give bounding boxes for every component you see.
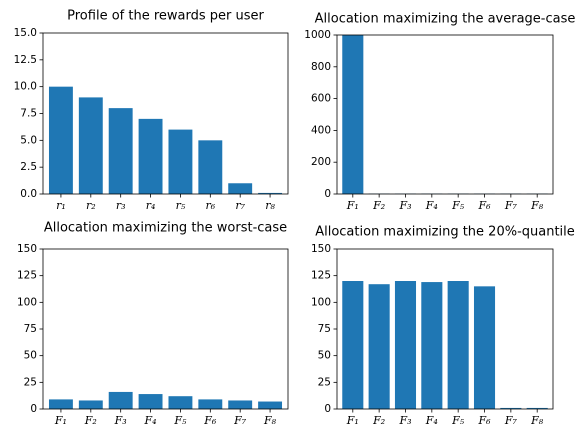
axes-frame [336, 248, 554, 410]
x-tick-label: F₄ [425, 199, 438, 212]
x-tick-label: F₆ [203, 414, 217, 424]
bar [258, 192, 283, 194]
axes-frame [336, 34, 554, 195]
y-tick-label: 150 [311, 243, 331, 255]
y-tick-label: 600 [311, 93, 331, 105]
x-tick-label: F₈ [530, 199, 544, 212]
y-tick-label: 125 [311, 270, 331, 282]
bar [368, 284, 390, 409]
bar [228, 400, 253, 409]
y-tick-label: 12.5 [14, 54, 37, 66]
y-tick-label: 100 [311, 296, 331, 308]
y-tick-label: 150 [17, 243, 37, 255]
x-tick-label: r₄ [146, 199, 156, 212]
x-tick-label: F₁ [346, 414, 359, 424]
y-tick-label: 2.5 [20, 161, 37, 173]
axes-frame [42, 248, 289, 410]
y-tick-label: 100 [17, 296, 37, 308]
y-tick-label: 0 [324, 188, 331, 200]
bar [168, 396, 193, 409]
y-tick-label: 7.5 [20, 108, 37, 120]
x-tick-label: F₈ [530, 414, 544, 424]
x-tick-label: F₂ [84, 414, 97, 424]
x-tick-label: F₅ [451, 199, 465, 212]
x-tick-label: F₃ [114, 414, 127, 424]
y-tick-label: 5.0 [20, 134, 37, 146]
x-tick-label: F₃ [398, 199, 411, 212]
x-tick-label: r₆ [205, 199, 215, 212]
y-tick-label: 75 [24, 323, 37, 335]
y-tick-label: 0 [30, 403, 37, 415]
y-tick-label: 50 [318, 350, 331, 362]
y-tick-label: 0 [324, 403, 331, 415]
y-tick-label: 200 [311, 156, 331, 168]
bar [342, 281, 364, 409]
bar [526, 407, 548, 409]
x-tick-label: F₁ [54, 414, 67, 424]
bar [168, 129, 193, 194]
bar [447, 281, 469, 409]
y-tick-label: 25 [24, 376, 37, 388]
bar [228, 183, 253, 194]
x-tick-label: F₅ [451, 414, 465, 424]
y-tick-label: 10.0 [14, 81, 37, 93]
chart-title: Allocation maximizing the worst-case [44, 221, 287, 236]
bar [138, 118, 163, 194]
x-tick-label: F₆ [477, 199, 491, 212]
x-tick-label: F₄ [144, 414, 157, 424]
bar [198, 399, 223, 409]
y-tick-label: 800 [311, 61, 331, 73]
bar [258, 401, 283, 409]
x-tick-label: r₃ [116, 199, 126, 212]
bar [473, 286, 496, 409]
bar [78, 400, 103, 409]
x-tick-label: F₁ [346, 199, 359, 212]
chart-title: Allocation maximizing the 20%-quantile [315, 225, 575, 240]
bar [342, 35, 364, 194]
bar [48, 86, 73, 194]
x-tick-label: F₂ [372, 199, 385, 212]
y-tick-label: 15.0 [14, 27, 37, 39]
y-tick-label: 125 [17, 270, 37, 282]
y-tick-label: 400 [311, 124, 331, 136]
bar [78, 97, 103, 194]
bar [500, 407, 522, 409]
bar [138, 394, 163, 409]
x-tick-label: F₄ [425, 414, 438, 424]
x-tick-label: F₈ [263, 414, 277, 424]
x-tick-label: r₇ [235, 199, 245, 212]
bar [48, 399, 73, 409]
x-tick-label: F₇ [233, 414, 247, 424]
x-tick-label: F₇ [504, 199, 518, 212]
bar [394, 281, 417, 409]
x-tick-label: F₂ [372, 414, 385, 424]
y-tick-label: 75 [318, 323, 331, 335]
chart-title: Allocation maximizing the average-case [315, 12, 576, 27]
y-tick-label: 50 [24, 350, 37, 362]
x-tick-label: F₃ [398, 414, 411, 424]
x-tick-label: F₆ [477, 414, 491, 424]
bar [198, 140, 223, 194]
bar [108, 108, 133, 194]
x-tick-label: r₁ [56, 199, 66, 212]
x-tick-label: r₅ [176, 199, 186, 212]
axes-frame [42, 32, 289, 195]
y-tick-label: 1000 [304, 29, 331, 41]
y-tick-label: 0.0 [20, 188, 37, 200]
y-tick-label: 25 [318, 376, 331, 388]
x-tick-label: F₇ [504, 414, 518, 424]
chart-title: Profile of the rewards per user [67, 9, 264, 24]
bar [108, 391, 133, 409]
bar [421, 282, 443, 409]
x-tick-label: r₂ [86, 199, 96, 212]
x-tick-label: F₅ [173, 414, 187, 424]
x-tick-label: r₈ [265, 199, 275, 212]
